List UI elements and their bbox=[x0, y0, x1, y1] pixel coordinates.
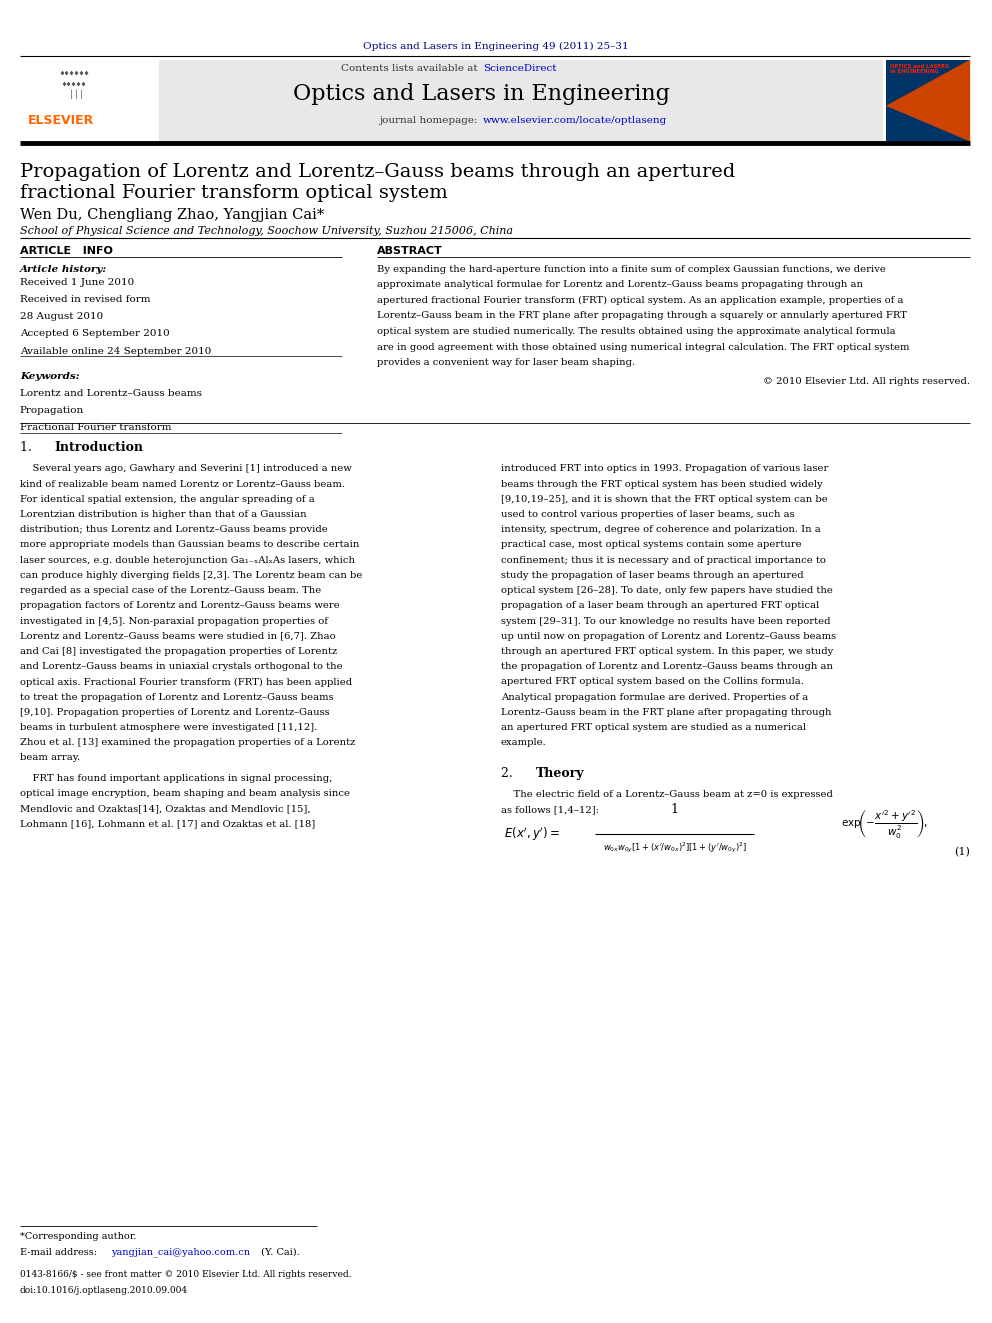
Text: up until now on propagation of Lorentz and Lorentz–Gauss beams: up until now on propagation of Lorentz a… bbox=[501, 631, 836, 640]
Text: and Lorentz–Gauss beams in uniaxial crystals orthogonal to the: and Lorentz–Gauss beams in uniaxial crys… bbox=[20, 662, 342, 671]
Text: © 2010 Elsevier Ltd. All rights reserved.: © 2010 Elsevier Ltd. All rights reserved… bbox=[763, 377, 970, 385]
Text: Optics and Lasers in Engineering: Optics and Lasers in Engineering bbox=[293, 83, 670, 106]
Text: www.elsevier.com/locate/optlaseng: www.elsevier.com/locate/optlaseng bbox=[483, 116, 668, 126]
Bar bbox=[20, 60, 159, 142]
Text: example.: example. bbox=[501, 738, 547, 747]
Text: FRT has found important applications in signal processing,: FRT has found important applications in … bbox=[20, 774, 332, 783]
Text: Lorentz–Gauss beam in the FRT plane after propagating through: Lorentz–Gauss beam in the FRT plane afte… bbox=[501, 708, 831, 717]
Text: 2.: 2. bbox=[501, 766, 521, 779]
Text: Lorentz and Lorentz–Gauss beams were studied in [6,7]. Zhao: Lorentz and Lorentz–Gauss beams were stu… bbox=[20, 631, 335, 640]
Text: approximate analytical formulae for Lorentz and Lorentz–Gauss beams propagating : approximate analytical formulae for Lore… bbox=[377, 280, 863, 290]
Text: Wen Du, Chengliang Zhao, Yangjian Cai*: Wen Du, Chengliang Zhao, Yangjian Cai* bbox=[20, 208, 324, 222]
Text: 0143-8166/$ - see front matter © 2010 Elsevier Ltd. All rights reserved.: 0143-8166/$ - see front matter © 2010 El… bbox=[20, 1270, 351, 1279]
Text: *Corresponding author.: *Corresponding author. bbox=[20, 1232, 136, 1241]
Text: optical system are studied numerically. The results obtained using the approxima: optical system are studied numerically. … bbox=[377, 327, 896, 336]
Text: to treat the propagation of Lorentz and Lorentz–Gauss beams: to treat the propagation of Lorentz and … bbox=[20, 692, 333, 701]
Bar bbox=[886, 60, 970, 142]
Text: $E(x',y') =$: $E(x',y') =$ bbox=[504, 826, 559, 843]
Text: OPTICS and LASERS
in ENGINEERING: OPTICS and LASERS in ENGINEERING bbox=[890, 64, 948, 74]
Text: ScienceDirect: ScienceDirect bbox=[483, 64, 557, 73]
Text: more appropriate models than Gaussian beams to describe certain: more appropriate models than Gaussian be… bbox=[20, 540, 359, 549]
Text: can produce highly diverging fields [2,3]. The Lorentz beam can be: can produce highly diverging fields [2,3… bbox=[20, 570, 362, 579]
Text: introduced FRT into optics in 1993. Propagation of various laser: introduced FRT into optics in 1993. Prop… bbox=[501, 464, 828, 474]
Text: propagation factors of Lorentz and Lorentz–Gauss beams were: propagation factors of Lorentz and Loren… bbox=[20, 601, 339, 610]
Text: [9,10,19–25], and it is shown that the FRT optical system can be: [9,10,19–25], and it is shown that the F… bbox=[501, 495, 827, 504]
Text: propagation of a laser beam through an apertured FRT optical: propagation of a laser beam through an a… bbox=[501, 601, 819, 610]
Text: Propagation: Propagation bbox=[20, 406, 84, 415]
Text: apertured fractional Fourier transform (FRT) optical system. As an application e: apertured fractional Fourier transform (… bbox=[377, 296, 904, 304]
Text: through an apertured FRT optical system. In this paper, we study: through an apertured FRT optical system.… bbox=[501, 647, 833, 656]
Text: Optics and Lasers in Engineering 49 (2011) 25–31: Optics and Lasers in Engineering 49 (201… bbox=[363, 42, 629, 52]
Text: practical case, most optical systems contain some aperture: practical case, most optical systems con… bbox=[501, 540, 802, 549]
Text: School of Physical Science and Technology, Soochow University, Suzhou 215006, Ch: School of Physical Science and Technolog… bbox=[20, 226, 513, 237]
Text: optical system [26–28]. To date, only few papers have studied the: optical system [26–28]. To date, only fe… bbox=[501, 586, 833, 595]
Text: optical axis. Fractional Fourier transform (FRT) has been applied: optical axis. Fractional Fourier transfo… bbox=[20, 677, 352, 687]
Text: Lorentz–Gauss beam in the FRT plane after propagating through a squarely or annu: Lorentz–Gauss beam in the FRT plane afte… bbox=[377, 311, 907, 320]
Text: For identical spatial extension, the angular spreading of a: For identical spatial extension, the ang… bbox=[20, 495, 314, 504]
Text: intensity, spectrum, degree of coherence and polarization. In a: intensity, spectrum, degree of coherence… bbox=[501, 525, 820, 534]
Bar bbox=[20, 60, 883, 142]
Text: regarded as a special case of the Lorentz–Gauss beam. The: regarded as a special case of the Lorent… bbox=[20, 586, 321, 595]
Text: yangjian_cai@yahoo.com.cn: yangjian_cai@yahoo.com.cn bbox=[111, 1248, 250, 1257]
Text: Received 1 June 2010: Received 1 June 2010 bbox=[20, 278, 134, 287]
Text: Keywords:: Keywords: bbox=[20, 372, 79, 381]
Text: optical image encryption, beam shaping and beam analysis since: optical image encryption, beam shaping a… bbox=[20, 789, 350, 798]
Text: kind of realizable beam named Lorentz or Lorentz–Gauss beam.: kind of realizable beam named Lorentz or… bbox=[20, 479, 345, 488]
Polygon shape bbox=[886, 60, 970, 142]
Text: $\mathrm{exp}\!\left(-\dfrac{x'^2+y'^2}{w_0^2}\right),$: $\mathrm{exp}\!\left(-\dfrac{x'^2+y'^2}{… bbox=[841, 807, 929, 840]
Text: used to control various properties of laser beams, such as: used to control various properties of la… bbox=[501, 509, 795, 519]
Text: apertured FRT optical system based on the Collins formula.: apertured FRT optical system based on th… bbox=[501, 677, 804, 687]
Text: Available online 24 September 2010: Available online 24 September 2010 bbox=[20, 347, 211, 356]
Text: distribution; thus Lorentz and Lorentz–Gauss beams provide: distribution; thus Lorentz and Lorentz–G… bbox=[20, 525, 327, 534]
Text: (Y. Cai).: (Y. Cai). bbox=[258, 1248, 300, 1257]
Text: an apertured FRT optical system are studied as a numerical: an apertured FRT optical system are stud… bbox=[501, 722, 806, 732]
Text: Analytical propagation formulae are derived. Properties of a: Analytical propagation formulae are deri… bbox=[501, 692, 808, 701]
Text: laser sources, e.g. double heterojunction Ga₁₋ₓAlₓAs lasers, which: laser sources, e.g. double heterojunctio… bbox=[20, 556, 355, 565]
Text: (1): (1) bbox=[954, 847, 970, 857]
Text: system [29–31]. To our knowledge no results have been reported: system [29–31]. To our knowledge no resu… bbox=[501, 617, 830, 626]
Text: 1.: 1. bbox=[20, 441, 40, 454]
Text: beams in turbulent atmosphere were investigated [11,12].: beams in turbulent atmosphere were inves… bbox=[20, 722, 317, 732]
Text: Theory: Theory bbox=[536, 766, 584, 779]
Text: Received in revised form: Received in revised form bbox=[20, 295, 151, 304]
Text: beam array.: beam array. bbox=[20, 753, 80, 762]
Text: confinement; thus it is necessary and of practical importance to: confinement; thus it is necessary and of… bbox=[501, 556, 825, 565]
Text: [9,10]. Propagation properties of Lorentz and Lorentz–Gauss: [9,10]. Propagation properties of Lorent… bbox=[20, 708, 329, 717]
Text: ♦♦♦♦♦♦
♦♦♦♦♦
 │││: ♦♦♦♦♦♦ ♦♦♦♦♦ │││ bbox=[60, 69, 89, 99]
Text: By expanding the hard-aperture function into a finite sum of complex Gaussian fu: By expanding the hard-aperture function … bbox=[377, 265, 886, 274]
Text: Fractional Fourier transform: Fractional Fourier transform bbox=[20, 423, 172, 433]
Text: 28 August 2010: 28 August 2010 bbox=[20, 312, 103, 321]
Text: 1: 1 bbox=[671, 803, 679, 815]
Text: Several years ago, Gawhary and Severini [1] introduced a new: Several years ago, Gawhary and Severini … bbox=[20, 464, 351, 474]
Text: Introduction: Introduction bbox=[55, 441, 144, 454]
Text: fractional Fourier transform optical system: fractional Fourier transform optical sys… bbox=[20, 184, 447, 202]
Text: investigated in [4,5]. Non-paraxial propagation properties of: investigated in [4,5]. Non-paraxial prop… bbox=[20, 617, 327, 626]
Text: Contents lists available at: Contents lists available at bbox=[341, 64, 481, 73]
Text: Lorentzian distribution is higher than that of a Gaussian: Lorentzian distribution is higher than t… bbox=[20, 509, 307, 519]
Text: Zhou et al. [13] examined the propagation properties of a Lorentz: Zhou et al. [13] examined the propagatio… bbox=[20, 738, 355, 747]
Text: Accepted 6 September 2010: Accepted 6 September 2010 bbox=[20, 329, 170, 339]
Text: Mendlovic and Ozaktas[14], Ozaktas and Mendlovic [15],: Mendlovic and Ozaktas[14], Ozaktas and M… bbox=[20, 804, 310, 814]
Text: ARTICLE   INFO: ARTICLE INFO bbox=[20, 246, 113, 257]
Text: Lohmann [16], Lohmann et al. [17] and Ozaktas et al. [18]: Lohmann [16], Lohmann et al. [17] and Oz… bbox=[20, 819, 315, 828]
Text: The electric field of a Lorentz–Gauss beam at z=0 is expressed: The electric field of a Lorentz–Gauss be… bbox=[501, 790, 833, 799]
Text: Lorentz and Lorentz–Gauss beams: Lorentz and Lorentz–Gauss beams bbox=[20, 389, 201, 398]
Text: E-mail address:: E-mail address: bbox=[20, 1248, 100, 1257]
Text: the propagation of Lorentz and Lorentz–Gauss beams through an: the propagation of Lorentz and Lorentz–G… bbox=[501, 662, 833, 671]
Text: ELSEVIER: ELSEVIER bbox=[28, 114, 94, 127]
Text: as follows [1,4–12]:: as follows [1,4–12]: bbox=[501, 806, 599, 815]
Text: ABSTRACT: ABSTRACT bbox=[377, 246, 442, 257]
Text: doi:10.1016/j.optlaseng.2010.09.004: doi:10.1016/j.optlaseng.2010.09.004 bbox=[20, 1286, 187, 1295]
Text: study the propagation of laser beams through an apertured: study the propagation of laser beams thr… bbox=[501, 570, 804, 579]
Text: beams through the FRT optical system has been studied widely: beams through the FRT optical system has… bbox=[501, 479, 822, 488]
Text: Propagation of Lorentz and Lorentz–Gauss beams through an apertured: Propagation of Lorentz and Lorentz–Gauss… bbox=[20, 163, 735, 181]
Text: provides a convenient way for laser beam shaping.: provides a convenient way for laser beam… bbox=[377, 359, 635, 368]
Text: Article history:: Article history: bbox=[20, 265, 107, 274]
Text: $w_{0x}w_{0y}[1+(x'/w_{0x})^2][1+(y'/w_{0y})^2]$: $w_{0x}w_{0y}[1+(x'/w_{0x})^2][1+(y'/w_{… bbox=[602, 840, 747, 855]
Text: and Cai [8] investigated the propagation properties of Lorentz: and Cai [8] investigated the propagation… bbox=[20, 647, 337, 656]
Text: are in good agreement with those obtained using numerical integral calculation. : are in good agreement with those obtaine… bbox=[377, 343, 910, 352]
Text: journal homepage:: journal homepage: bbox=[379, 116, 481, 126]
